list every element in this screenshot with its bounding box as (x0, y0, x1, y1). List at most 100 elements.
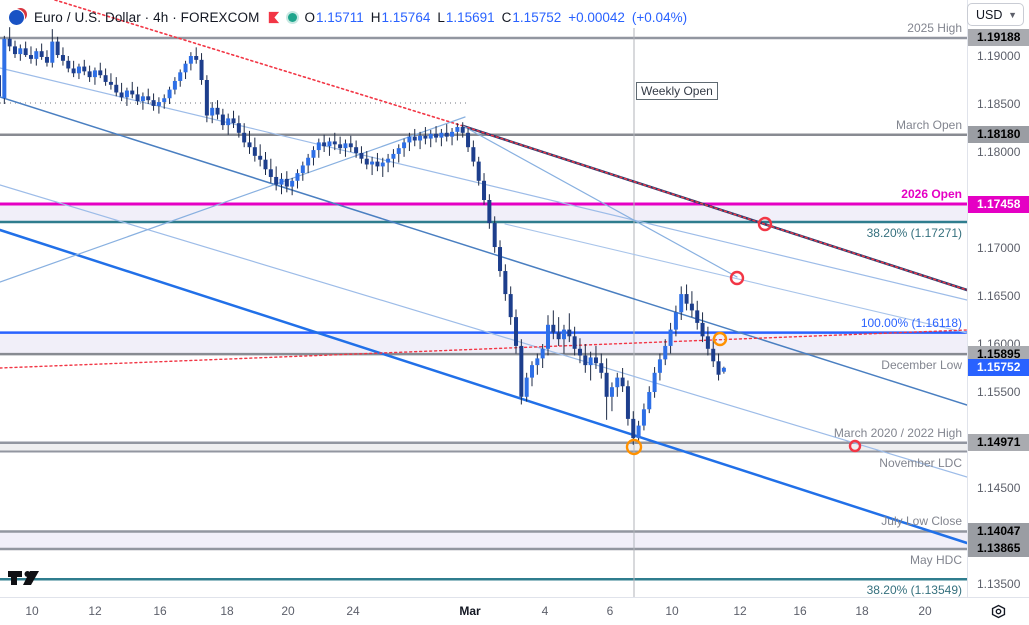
price-axis[interactable]: 1.19000 1.18500 1.18000 1.17000 1.16500 1.160… (968, 0, 1029, 597)
candle-up (418, 135, 423, 141)
axis-settings-button[interactable] (968, 598, 1029, 625)
candle-down (348, 143, 353, 148)
candle-up (407, 136, 412, 143)
candle-down (620, 377, 625, 387)
candle-up (2, 38, 7, 99)
candle-down (236, 123, 241, 133)
price-tick-label: 1.19000 (977, 49, 1021, 63)
change-percent: (+0.04%) (631, 9, 688, 25)
candle-down (519, 345, 524, 397)
candle-down (252, 147, 257, 156)
price-level-badge: 1.15895 (968, 345, 1029, 363)
candle-up (609, 387, 614, 397)
candle-up (178, 72, 183, 81)
alert-circle-marker (757, 216, 773, 232)
candle-down (695, 310, 700, 323)
currency-dropdown[interactable]: USD ▼ (967, 3, 1024, 26)
upper-resistance-dotted (54, 0, 464, 127)
time-tick-label: 6 (606, 604, 614, 618)
candle-down (476, 161, 481, 181)
candle-up (524, 377, 529, 397)
candle-down (220, 114, 225, 126)
apex-projection (462, 125, 738, 278)
candle-down (0, 75, 1, 97)
candle-down (471, 147, 476, 162)
candle-up (428, 133, 433, 139)
candle-up (50, 41, 55, 63)
candle-up (124, 90, 129, 98)
candle-down (338, 144, 343, 149)
time-tick-label: 24 (346, 604, 360, 618)
close-value: 1.15752 (512, 9, 562, 25)
candle-down (55, 41, 60, 56)
price-tick-label: 1.18500 (977, 97, 1021, 111)
price-level-badge: 1.14971 (968, 434, 1029, 452)
candle-up (657, 359, 662, 373)
candle-down (705, 336, 710, 349)
candle-down (135, 94, 140, 102)
candle-down (146, 96, 151, 101)
level-name-label: November LDC (879, 455, 962, 470)
candle-up (156, 102, 161, 106)
candle-down (98, 70, 103, 76)
tradingview-logo[interactable] (6, 566, 42, 590)
channel-median (0, 96, 967, 406)
minor-projection (504, 223, 967, 334)
level-band (0, 442, 967, 452)
candle-down (151, 100, 156, 106)
alert-circle-marker (729, 270, 745, 286)
candle-up (652, 372, 657, 392)
candle-up (588, 357, 593, 366)
candle-down (247, 142, 252, 148)
candle-up (18, 48, 23, 55)
candle-down (231, 118, 236, 124)
time-tick-label: 20 (281, 604, 295, 618)
candle-down (263, 159, 268, 170)
time-tick-label: Mar (459, 604, 481, 618)
level-name-label: 2026 Open (901, 187, 962, 202)
eurusd-pair-icon (8, 7, 27, 27)
level-name-label: 2025 High (907, 20, 962, 35)
candle-down (23, 48, 28, 56)
candle-down (689, 303, 694, 311)
candle-up (140, 96, 145, 102)
time-axis[interactable]: 10 12 16 18 20 24 Mar 4 6 10 12 16 18 20 (0, 598, 967, 625)
candle-down (87, 71, 92, 78)
candle-up (450, 131, 455, 137)
candle-down (119, 92, 124, 98)
candle-up (647, 392, 652, 410)
time-tick-label: 16 (793, 604, 807, 618)
chevron-down-icon: ▼ (1008, 9, 1017, 20)
symbol-title[interactable]: Euro / U.S. Dollar · 4h · FOREXCOM (34, 9, 260, 25)
candle-down (577, 348, 582, 356)
candle-down (716, 361, 721, 375)
candle-down (434, 133, 439, 138)
candle-up (311, 150, 316, 158)
candle-down (583, 355, 588, 366)
price-tick-label: 1.13500 (977, 577, 1021, 591)
fork-lower (0, 184, 967, 478)
price-axis-border (967, 0, 968, 597)
candle-up (279, 178, 284, 185)
low-value: 1.15691 (445, 9, 495, 25)
currency-dropdown-value: USD (976, 7, 1003, 22)
candle-down (412, 136, 417, 141)
open-value: 1.15711 (315, 9, 364, 25)
candle-down (514, 317, 519, 346)
chart-canvas[interactable] (0, 0, 967, 597)
lower-channel (0, 228, 967, 545)
candle-down (572, 336, 577, 349)
candle-down (199, 59, 204, 80)
fib-dotted-support (0, 329, 967, 369)
candle-up (306, 157, 311, 166)
flag-icon[interactable] (266, 10, 281, 25)
candle-up (172, 80, 177, 90)
candle-up (226, 118, 231, 126)
candle-down (375, 161, 380, 167)
candle-up (343, 143, 348, 149)
candle-up (545, 324, 550, 349)
candle-down (12, 46, 17, 55)
price-tick-label: 1.16500 (977, 289, 1021, 303)
candle-up (76, 66, 81, 74)
candle-up (641, 409, 646, 426)
